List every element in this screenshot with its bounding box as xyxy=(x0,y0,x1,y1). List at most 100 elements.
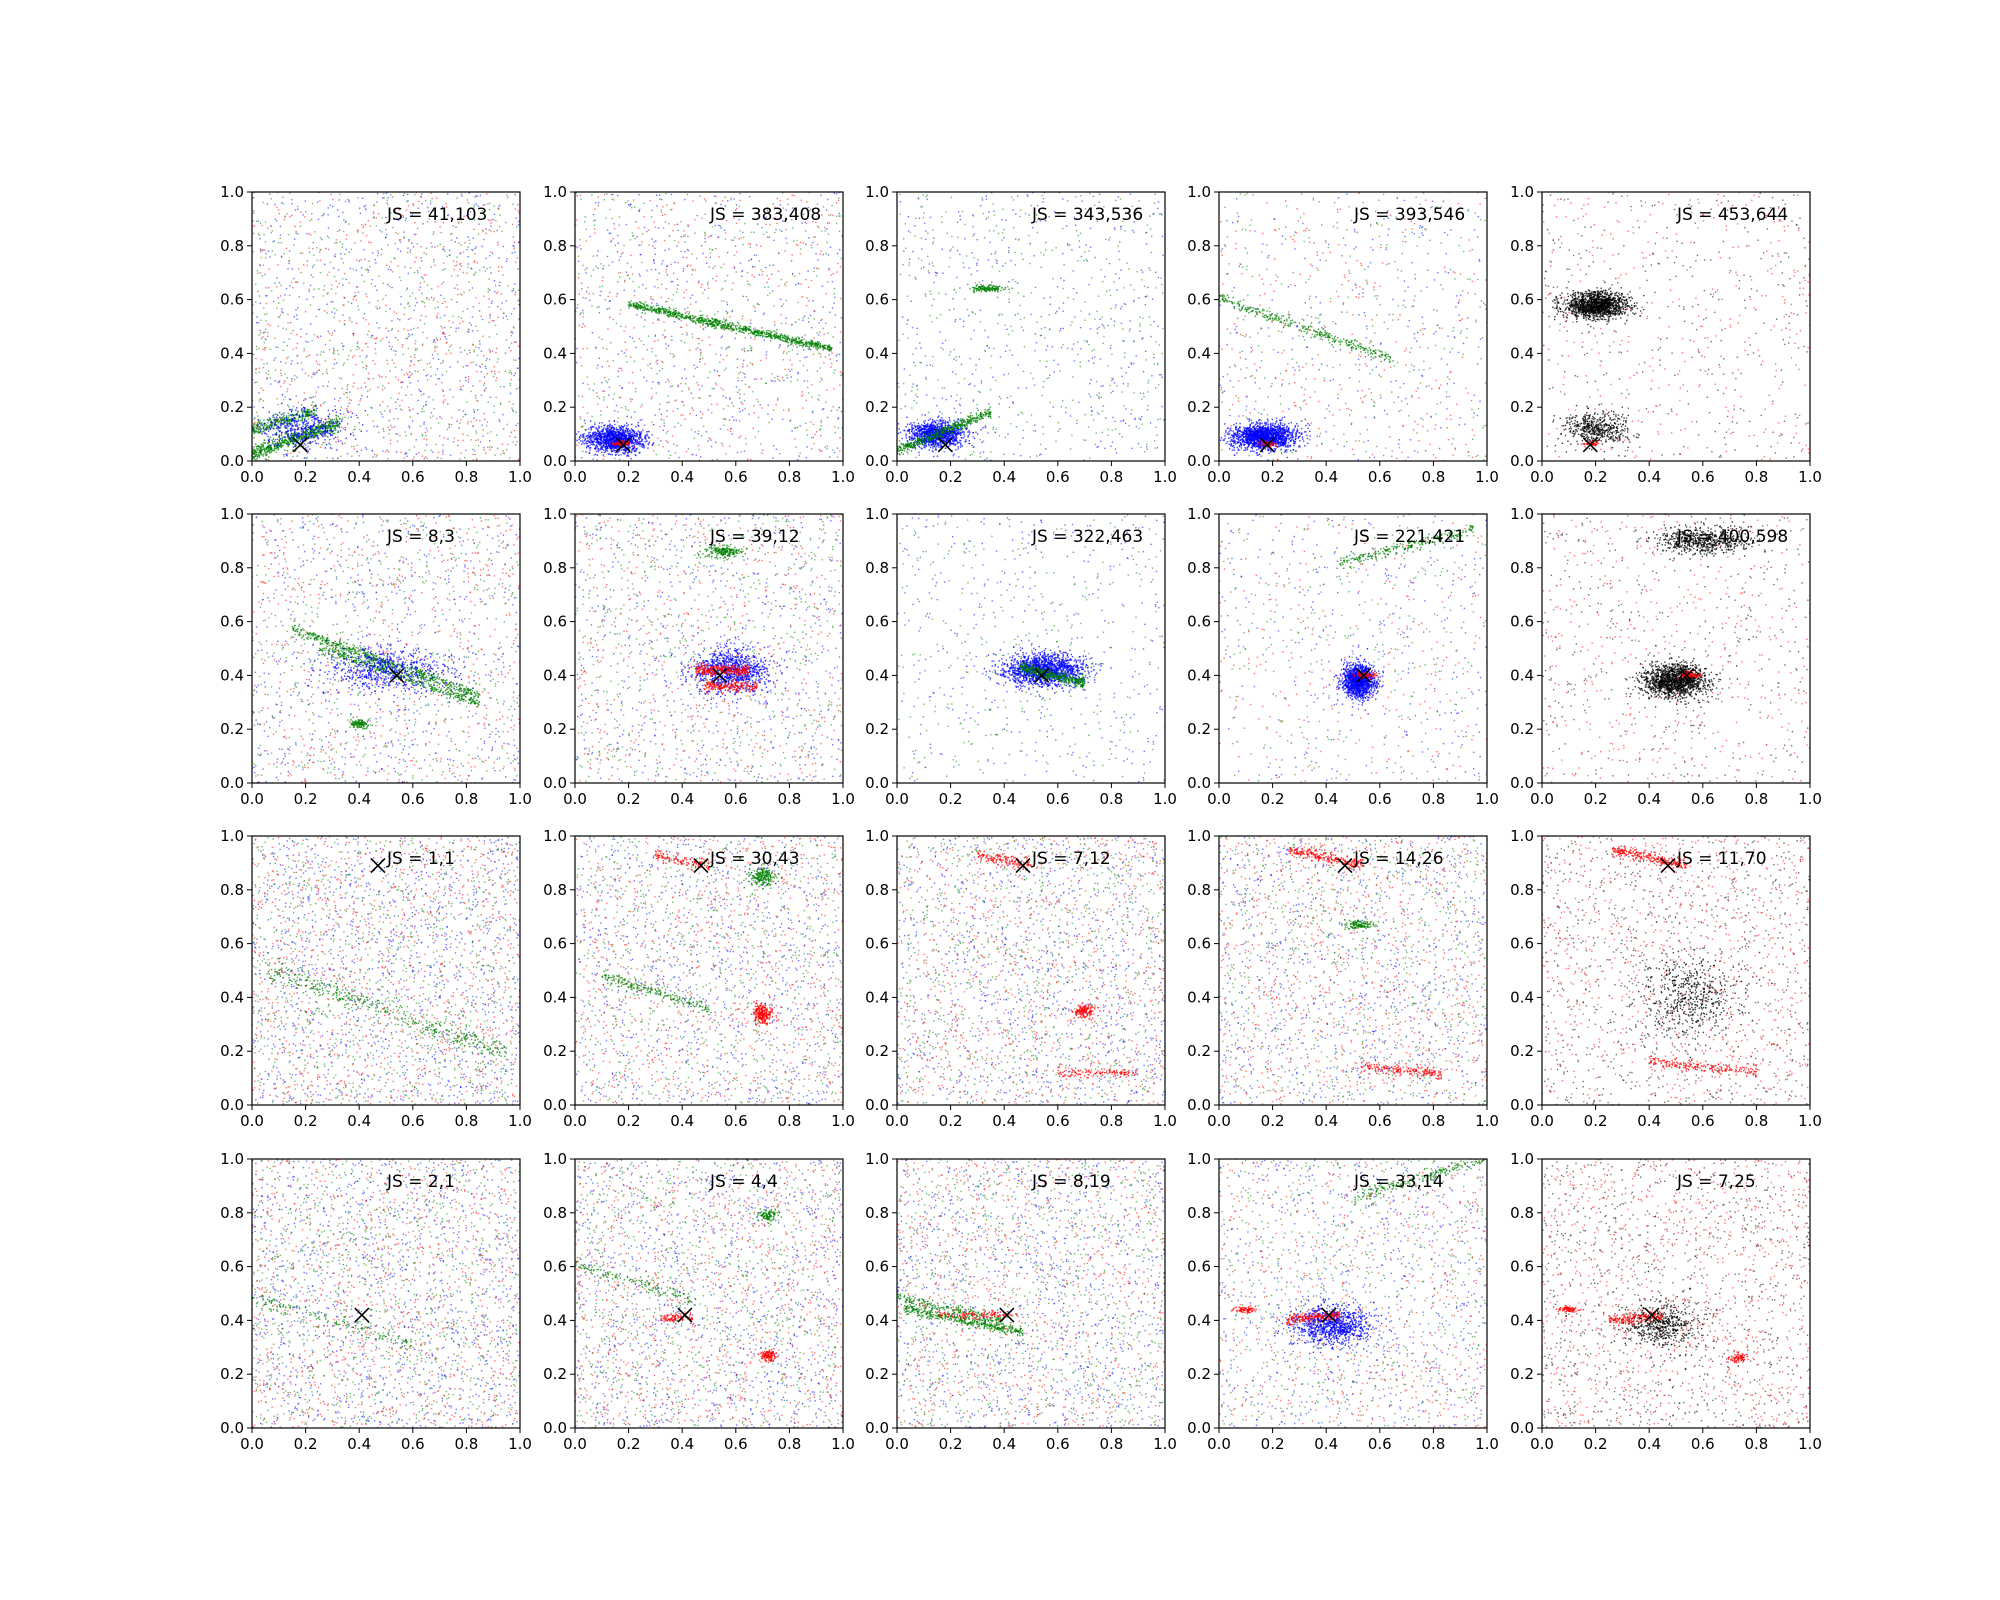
scatter-point xyxy=(603,265,604,266)
scatter-point xyxy=(812,300,813,301)
scatter-point xyxy=(508,372,509,373)
scatter-point xyxy=(668,223,669,224)
scatter-point xyxy=(475,272,476,273)
scatter-point xyxy=(819,381,820,382)
scatter-point xyxy=(740,435,741,436)
scatter-point xyxy=(604,194,605,195)
scatter-point xyxy=(721,337,722,338)
scatter-point xyxy=(805,230,806,231)
scatter-point xyxy=(714,225,715,226)
scatter-point xyxy=(670,386,671,387)
scatter-point xyxy=(814,267,815,268)
scatter-point xyxy=(828,234,829,235)
scatter-point xyxy=(409,296,410,297)
scatter-point xyxy=(503,246,504,247)
scatter-point xyxy=(327,274,328,275)
scatter-point xyxy=(304,216,305,217)
scatter-point xyxy=(449,335,450,336)
scatter-point xyxy=(321,239,322,240)
scatter-point xyxy=(832,281,833,282)
scatter-point xyxy=(318,219,319,220)
scatter-point xyxy=(484,419,485,420)
scatter-point xyxy=(292,440,293,441)
scatter-point xyxy=(666,269,667,270)
scatter-point xyxy=(798,319,799,320)
scatter-point xyxy=(280,442,281,443)
scatter-point xyxy=(808,300,809,301)
scatter-point xyxy=(262,225,263,226)
scatter-point xyxy=(665,193,666,194)
scatter-point xyxy=(804,357,805,358)
scatter-point xyxy=(299,415,300,416)
scatter-point xyxy=(407,194,408,195)
scatter-point xyxy=(592,458,593,459)
scatter-point xyxy=(505,222,506,223)
scatter-point xyxy=(435,374,436,375)
scatter-point xyxy=(286,418,287,419)
scatter-point xyxy=(518,224,519,225)
scatter-point xyxy=(674,224,675,225)
scatter-point xyxy=(280,314,281,315)
scatter-point xyxy=(320,447,321,448)
scatter-point xyxy=(389,420,390,421)
scatter-point xyxy=(279,436,280,437)
scatter-point xyxy=(409,427,410,428)
scatter-point xyxy=(509,383,510,384)
scatter-point xyxy=(436,418,437,419)
scatter-point xyxy=(744,451,745,452)
scatter-point xyxy=(257,273,258,274)
scatter-point xyxy=(751,259,752,260)
scatter-point xyxy=(253,212,254,213)
scatter-point xyxy=(632,274,633,275)
scatter-point xyxy=(492,320,493,321)
scatter-point xyxy=(423,394,424,395)
scatter-point xyxy=(330,427,331,428)
scatter-point xyxy=(772,457,773,458)
scatter-point xyxy=(716,384,717,385)
scatter-point xyxy=(331,420,332,421)
scatter-point xyxy=(292,349,293,350)
scatter-point xyxy=(400,280,401,281)
scatter-point xyxy=(289,285,290,286)
scatter-point xyxy=(289,409,290,410)
scatter-point xyxy=(415,340,416,341)
scatter-point xyxy=(664,250,665,251)
scatter-point xyxy=(613,238,614,239)
scatter-point xyxy=(766,354,767,355)
scatter-point xyxy=(443,282,444,283)
scatter-point xyxy=(514,246,515,247)
scatter-point xyxy=(739,230,740,231)
scatter-point xyxy=(748,414,749,415)
scatter-point xyxy=(311,405,312,406)
scatter-point xyxy=(617,293,618,294)
scatter-point xyxy=(342,346,343,347)
scatter-point xyxy=(440,295,441,296)
scatter-point xyxy=(483,429,484,430)
scatter-point xyxy=(291,378,292,379)
scatter-point xyxy=(258,448,259,449)
scatter-point xyxy=(651,210,652,211)
scatter-point xyxy=(411,373,412,374)
scatter-point xyxy=(795,427,796,428)
scatter-point xyxy=(442,453,443,454)
scatter-point xyxy=(329,414,330,415)
scatter-point xyxy=(578,431,579,432)
scatter-point xyxy=(395,433,396,434)
scatter-point xyxy=(420,282,421,283)
scatter-point xyxy=(496,348,497,349)
scatter-point xyxy=(796,240,797,241)
scatter-point xyxy=(304,443,305,444)
scatter-point xyxy=(399,319,400,320)
scatter-point xyxy=(706,257,707,258)
scatter-point xyxy=(301,439,302,440)
scatter-point xyxy=(412,409,413,410)
scatter-point xyxy=(302,430,303,431)
scatter-point xyxy=(641,316,642,317)
scatter-point xyxy=(627,200,628,201)
scatter-point xyxy=(390,425,391,426)
scatter-point xyxy=(745,438,746,439)
scatter-point xyxy=(477,401,478,402)
scatter-point xyxy=(467,365,468,366)
scatter-point xyxy=(767,237,768,238)
scatter-point xyxy=(314,412,315,413)
